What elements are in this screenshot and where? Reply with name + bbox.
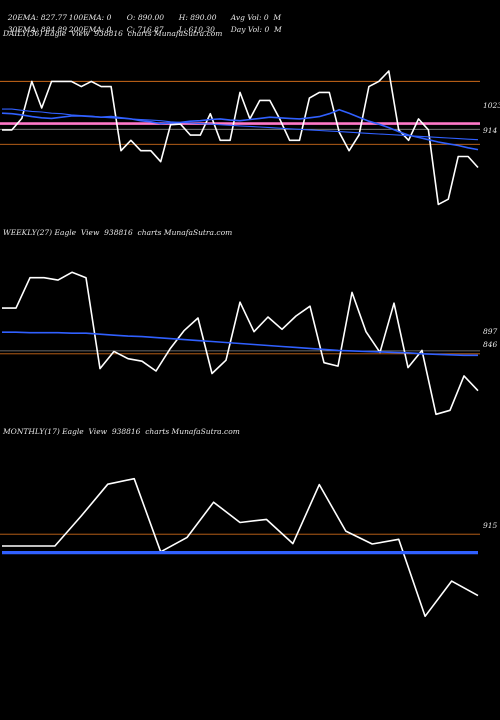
header-row-1: 20EMA: 827.77 100EMA: 0 O: 890.00 H: 890.00… [3,4,281,22]
ema30-label: 30EMA: 884.89 [7,25,68,34]
monthly-chart-title: MONTHLY(17) Eagle View 938816 charts Mun… [3,427,240,436]
chart-panel-1 [0,271,480,416]
ema100-label: 100EMA: 0 [68,13,112,22]
header-row-2: 30EMA: 884.89 200EMA: 0 C: 716.87 L: 610.30… [3,16,282,34]
daily-price-label-1: 1023 [483,101,500,110]
low-label: L: 610.30 [178,25,215,34]
ema20-label: 20EMA: 827.77 [7,13,68,22]
open-label: O: 890.00 [126,13,165,22]
series-line-1-1 [2,331,478,357]
monthly-price-label-1: 915 [483,521,498,530]
daily-price-label-2: 914 [483,126,498,135]
weekly-price-label-1: 897 [483,327,498,336]
close-label: C: 716.87 [126,25,164,34]
ema200-label: 200EMA: 0 [68,25,112,34]
chart-panel-0 [0,70,480,206]
series-line-0-2 [1,108,479,151]
daily-chart-title: DAILY(36) Eagle View 938816 charts Munaf… [3,29,223,38]
day-vol-label: Day Vol: 0 M [230,25,282,34]
avg-vol-label: Avg Vol: 0 M [230,13,282,22]
weekly-chart-title: WEEKLY(27) Eagle View 938816 charts Muna… [3,228,233,237]
weekly-price-label-2: 846 [483,340,498,349]
high-label: H: 890.00 [178,13,217,22]
series-line-2-0 [2,477,479,618]
series-line-0-0 [2,70,479,206]
chart-panel-2 [0,477,480,618]
series-line-1-0 [2,271,479,416]
